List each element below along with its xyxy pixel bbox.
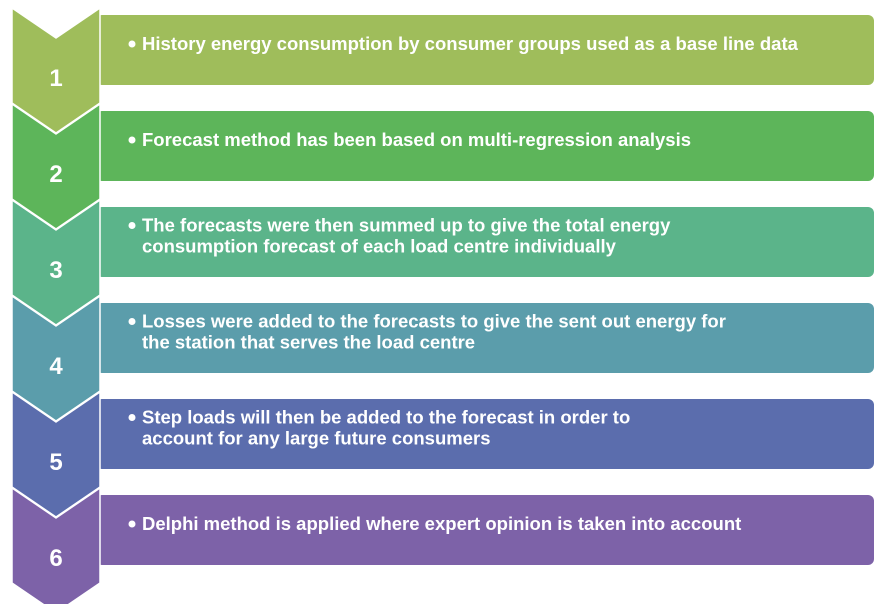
chevron [11, 486, 101, 604]
chevron [11, 102, 101, 230]
step-box [96, 111, 874, 181]
step-number: 6 [49, 545, 62, 572]
step: 1 History energy consumption by consumer … [11, 6, 874, 134]
step-text: Step loads will then be added to the for… [142, 407, 630, 428]
step-text: account for any large future consumers [142, 428, 491, 449]
step-number: 5 [49, 449, 62, 476]
step-text: Losses were added to the forecasts to gi… [142, 311, 726, 332]
bullet [128, 414, 136, 421]
step-text: consumption forecast of each load centre… [142, 236, 617, 257]
bullet [128, 222, 136, 229]
bullet [128, 136, 136, 144]
step-number: 3 [49, 257, 62, 284]
step-text: Forecast method has been based on multi-… [142, 129, 691, 150]
step-text: the station that serves the load centre [142, 332, 475, 353]
step-number: 2 [49, 161, 62, 188]
step-box [96, 15, 874, 85]
step-number: 1 [49, 65, 62, 92]
step: 5 Step loads will then be added to the fo… [11, 390, 874, 518]
step: 2 Forecast method has been based on multi… [11, 102, 874, 230]
step-box [96, 495, 874, 565]
chevron [11, 6, 101, 134]
chevron [11, 390, 101, 518]
chevron [11, 198, 101, 326]
bullet [128, 318, 136, 325]
step-box [96, 207, 874, 277]
step: 4 Losses were added to the forecasts to g… [11, 294, 874, 422]
bullet [128, 40, 136, 48]
step-box [96, 399, 874, 469]
step-text: Delphi method is applied where expert op… [142, 513, 741, 534]
step-box [96, 303, 874, 373]
step-text: The forecasts were then summed up to giv… [142, 215, 671, 236]
step: 6 Delphi method is applied where expert o… [11, 486, 874, 604]
chevron [11, 294, 101, 422]
step-text: History energy consumption by consumer g… [142, 33, 799, 54]
step: 3 The forecasts were then summed up to gi… [11, 198, 874, 326]
step-number: 4 [49, 353, 63, 380]
bullet [128, 520, 136, 528]
